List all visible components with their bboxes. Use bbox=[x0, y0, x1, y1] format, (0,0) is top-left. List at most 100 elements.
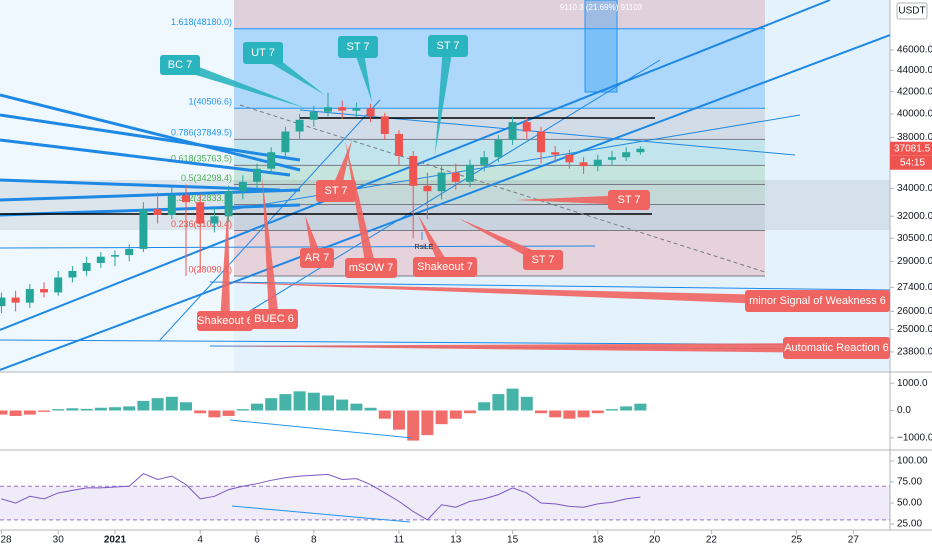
histogram-bar bbox=[123, 406, 136, 411]
candle-body bbox=[636, 148, 645, 153]
trend-line bbox=[0, 34, 891, 371]
histogram-bar bbox=[9, 410, 22, 416]
callout-box bbox=[608, 190, 650, 210]
histogram-bar bbox=[279, 394, 292, 411]
candle-body bbox=[253, 168, 262, 182]
callout-box bbox=[243, 42, 283, 64]
candle-body bbox=[0, 297, 6, 307]
x-tick-label: 8 bbox=[311, 535, 317, 546]
candle-body bbox=[68, 270, 77, 278]
callout-box bbox=[338, 36, 378, 58]
histogram-bar bbox=[449, 410, 462, 419]
candle-body bbox=[111, 255, 120, 257]
fib-label: 1(40506.6) bbox=[188, 97, 232, 107]
callout-label: ST 7 bbox=[617, 194, 640, 206]
fib-label: 0.786(37849.5) bbox=[171, 128, 232, 138]
callout-pointer bbox=[220, 200, 230, 322]
measure-box bbox=[584, 0, 618, 93]
histogram-bar bbox=[563, 410, 576, 419]
fib-zone bbox=[234, 28, 765, 109]
histogram-bar bbox=[520, 396, 533, 411]
histogram-bar bbox=[222, 410, 235, 416]
trend-line bbox=[0, 245, 596, 249]
fib-top-zone bbox=[234, 0, 765, 29]
signal-label: RsiLE bbox=[415, 244, 434, 251]
histogram-bar bbox=[180, 402, 193, 411]
histogram-bar bbox=[251, 403, 264, 411]
last-price-label: 37081.5 bbox=[894, 143, 931, 154]
histogram-bar bbox=[392, 410, 405, 430]
candle-body bbox=[423, 185, 432, 192]
candle-body bbox=[210, 216, 219, 224]
histogram-bar bbox=[463, 410, 476, 414]
callout-label: ST 7 bbox=[324, 185, 347, 197]
histogram-bar bbox=[94, 407, 107, 411]
x-tick-label: 27 bbox=[848, 535, 860, 546]
callout-pointer bbox=[515, 195, 629, 205]
callout-label: BUEC 6 bbox=[254, 313, 294, 325]
candle-body bbox=[238, 181, 247, 192]
histogram-bar bbox=[137, 400, 150, 411]
trend-line bbox=[209, 281, 891, 291]
fib-label: 1.618(48180.0) bbox=[171, 17, 232, 27]
callout-label: AR 7 bbox=[305, 252, 329, 264]
y-tick-label: 100.00 bbox=[897, 456, 928, 467]
divergence-line bbox=[229, 419, 413, 439]
fib-label: 0.236(31020.4) bbox=[171, 219, 232, 229]
callout-label: ST 7 bbox=[436, 40, 459, 52]
histogram-bar bbox=[165, 396, 178, 411]
candle-body bbox=[494, 139, 503, 158]
y-tick-label: 0.0 bbox=[897, 405, 911, 416]
y-tick-label: 46000.0 bbox=[897, 45, 932, 56]
callout-label: Automatic Reaction 6 bbox=[784, 342, 889, 354]
candle-body bbox=[267, 152, 276, 169]
candle-body bbox=[167, 195, 176, 215]
histogram-bar bbox=[236, 409, 249, 411]
histogram-bar bbox=[350, 403, 363, 411]
candle-body bbox=[409, 155, 418, 186]
histogram-bar bbox=[492, 394, 505, 411]
y-tick-label: 38000.0 bbox=[897, 132, 932, 143]
x-tick-label: 28 bbox=[0, 535, 12, 546]
currency-box bbox=[896, 2, 928, 20]
trend-line bbox=[0, 178, 281, 192]
candle-body bbox=[579, 162, 588, 167]
rsi-line bbox=[1, 472, 641, 521]
histogram-bar bbox=[577, 410, 590, 418]
candle-body bbox=[451, 172, 460, 182]
histogram-bar bbox=[66, 408, 79, 411]
candle-body bbox=[295, 119, 304, 132]
divergence-line bbox=[231, 505, 411, 523]
callout-label: Shakeout 6 bbox=[197, 315, 253, 327]
callout-pointer bbox=[353, 45, 372, 102]
callout-box bbox=[160, 55, 200, 75]
countdown-box bbox=[890, 155, 932, 170]
candle-body bbox=[323, 107, 332, 112]
candle-body bbox=[281, 131, 290, 153]
candle-body bbox=[565, 154, 574, 163]
histogram-bar bbox=[378, 410, 391, 419]
histogram-bar bbox=[620, 406, 633, 411]
callout-box bbox=[783, 337, 890, 359]
histogram-bar bbox=[407, 410, 420, 441]
callout-box bbox=[745, 290, 890, 312]
callout-label: BC 7 bbox=[168, 59, 192, 71]
candle-body bbox=[11, 297, 20, 303]
candle-body bbox=[338, 107, 347, 111]
histogram-bar bbox=[506, 388, 519, 411]
callout-pointer bbox=[210, 343, 837, 353]
fib-zone bbox=[234, 108, 765, 140]
candle-body bbox=[380, 116, 389, 134]
x-tick-label: 2021 bbox=[104, 535, 127, 546]
histogram-bar bbox=[52, 409, 65, 411]
candle-body bbox=[508, 122, 517, 140]
fib-label: 0.382(32833.2) bbox=[171, 193, 232, 203]
trend-line bbox=[0, 188, 301, 202]
x-tick-label: 4 bbox=[197, 535, 203, 546]
histogram-bar bbox=[478, 402, 491, 411]
callout-label: UT 7 bbox=[251, 47, 275, 59]
candle-body bbox=[607, 157, 616, 160]
histogram-bar bbox=[194, 410, 207, 414]
y-tick-label: 44000.0 bbox=[897, 65, 932, 76]
